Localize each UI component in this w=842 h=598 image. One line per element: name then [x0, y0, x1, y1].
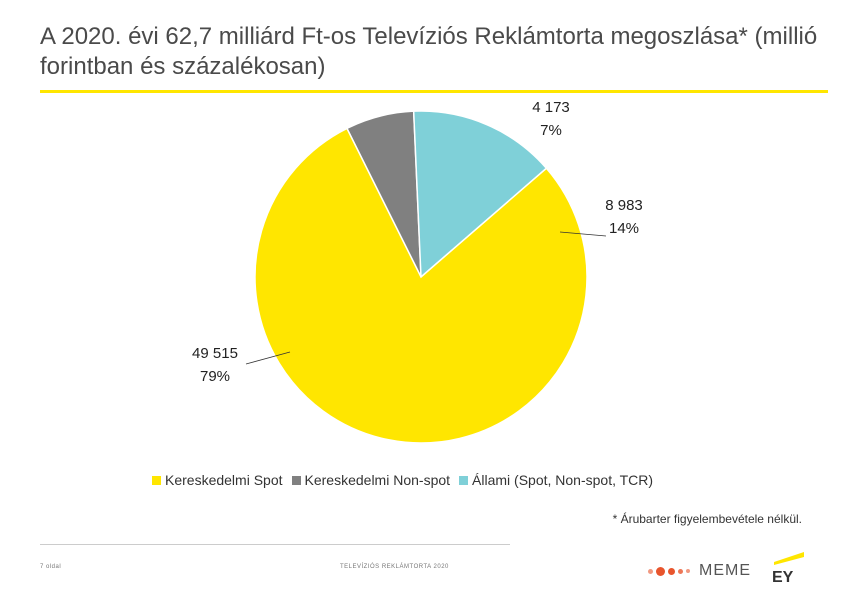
- chart-legend: Kereskedelmi Spot Kereskedelmi Non-spot …: [152, 472, 662, 488]
- legend-label-nonspot: Kereskedelmi Non-spot: [304, 472, 451, 488]
- legend-label-spot: Kereskedelmi Spot: [165, 472, 283, 488]
- pie-slice-allami: [412, 110, 548, 279]
- title-underline: [40, 90, 828, 93]
- chart-title: A 2020. évi 62,7 milliárd Ft-os Televízi…: [40, 23, 818, 80]
- meme-logo: MEME: [648, 562, 751, 580]
- legend-swatch-spot: [152, 475, 161, 485]
- data-label-percent-spot: 79%: [200, 368, 230, 385]
- data-label-percent-allami: 14%: [609, 220, 639, 237]
- meme-logo-text: MEME: [699, 562, 751, 579]
- page-number: 7 oldal: [40, 564, 62, 570]
- ey-logo-text: EY: [772, 569, 794, 584]
- legend-item-allami: Állami (Spot, Non-spot, TCR): [459, 472, 653, 488]
- data-label-percent-nonspot: 7%: [540, 122, 562, 139]
- pie-chart: 4 173 7% 8 983 14% 49 515 79%: [192, 99, 643, 444]
- meme-dots-icon: [648, 566, 693, 576]
- leader-line-allami: [559, 231, 607, 237]
- ey-logo: EY: [772, 552, 804, 584]
- data-label-value-spot: 49 515: [192, 345, 238, 362]
- legend-item-spot: Kereskedelmi Spot: [152, 472, 283, 488]
- pie-slice-spot: [254, 127, 588, 444]
- legend-label-allami: Állami (Spot, Non-spot, TCR): [472, 472, 654, 488]
- document-name: TELEVÍZIÓS REKLÁMTORTA 2020: [340, 564, 449, 570]
- data-label-value-nonspot: 4 173: [532, 99, 570, 116]
- data-label-value-allami: 8 983: [605, 197, 643, 214]
- footnote: * Árubarter figyelembevétele nélkül.: [612, 512, 802, 526]
- footer-divider: [40, 544, 510, 545]
- legend-swatch-nonspot: [291, 475, 301, 485]
- legend-item-nonspot: Kereskedelmi Non-spot: [291, 472, 451, 488]
- legend-swatch-allami: [459, 475, 469, 485]
- leader-line-spot: [245, 351, 291, 365]
